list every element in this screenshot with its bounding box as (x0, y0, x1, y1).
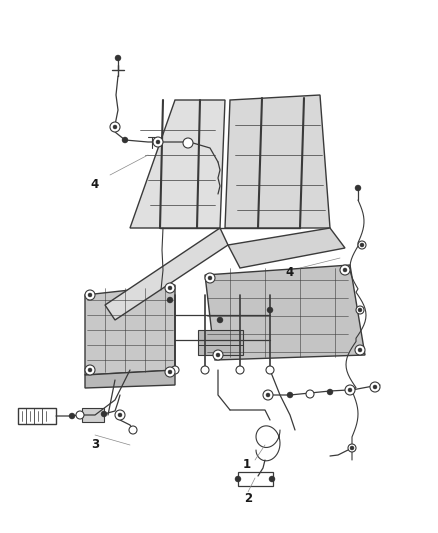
Circle shape (348, 444, 356, 452)
Circle shape (110, 122, 120, 132)
Text: 3: 3 (91, 439, 99, 451)
Circle shape (153, 137, 163, 147)
Circle shape (122, 137, 128, 143)
Circle shape (306, 390, 314, 398)
Circle shape (88, 368, 92, 372)
Polygon shape (85, 370, 175, 388)
Circle shape (355, 185, 361, 191)
Circle shape (168, 370, 172, 374)
Polygon shape (225, 95, 330, 228)
Bar (238, 472, 273, 486)
Circle shape (85, 365, 95, 375)
Circle shape (217, 317, 223, 323)
Text: 1: 1 (243, 458, 251, 472)
Circle shape (208, 276, 212, 280)
Circle shape (156, 140, 160, 144)
Bar (18, 408, 56, 424)
Circle shape (236, 366, 244, 374)
Circle shape (115, 55, 121, 61)
Circle shape (340, 265, 350, 275)
Circle shape (171, 366, 179, 374)
Circle shape (358, 308, 362, 312)
Circle shape (168, 286, 172, 290)
Circle shape (216, 353, 220, 357)
Circle shape (88, 293, 92, 297)
Circle shape (263, 390, 273, 400)
Text: 4: 4 (91, 179, 99, 191)
Circle shape (213, 350, 223, 360)
Circle shape (205, 273, 215, 283)
Circle shape (360, 243, 364, 247)
Polygon shape (228, 228, 345, 268)
Circle shape (69, 413, 75, 419)
Circle shape (348, 388, 352, 392)
Bar (82, 408, 104, 422)
Text: 4: 4 (286, 265, 294, 279)
Circle shape (201, 366, 209, 374)
Polygon shape (205, 265, 365, 360)
Circle shape (85, 290, 95, 300)
Circle shape (355, 345, 365, 355)
Bar (198, 330, 243, 355)
Circle shape (76, 411, 84, 419)
Circle shape (165, 367, 175, 377)
Circle shape (101, 411, 107, 417)
Polygon shape (85, 285, 175, 375)
Circle shape (118, 413, 122, 417)
Circle shape (345, 385, 355, 395)
Circle shape (269, 476, 275, 482)
Circle shape (183, 138, 193, 148)
Circle shape (370, 382, 380, 392)
Circle shape (113, 125, 117, 129)
Circle shape (327, 389, 333, 395)
Circle shape (266, 393, 270, 397)
Circle shape (267, 307, 273, 313)
Circle shape (165, 283, 175, 293)
Text: 2: 2 (244, 491, 252, 505)
Circle shape (287, 392, 293, 398)
Circle shape (129, 426, 137, 434)
Circle shape (343, 268, 347, 272)
Circle shape (373, 385, 377, 389)
Circle shape (358, 241, 366, 249)
Circle shape (167, 297, 173, 303)
Circle shape (266, 366, 274, 374)
Polygon shape (130, 100, 225, 228)
Polygon shape (105, 228, 228, 320)
Circle shape (115, 410, 125, 420)
Circle shape (350, 446, 354, 450)
Circle shape (356, 306, 364, 314)
Circle shape (358, 348, 362, 352)
Circle shape (235, 476, 241, 482)
